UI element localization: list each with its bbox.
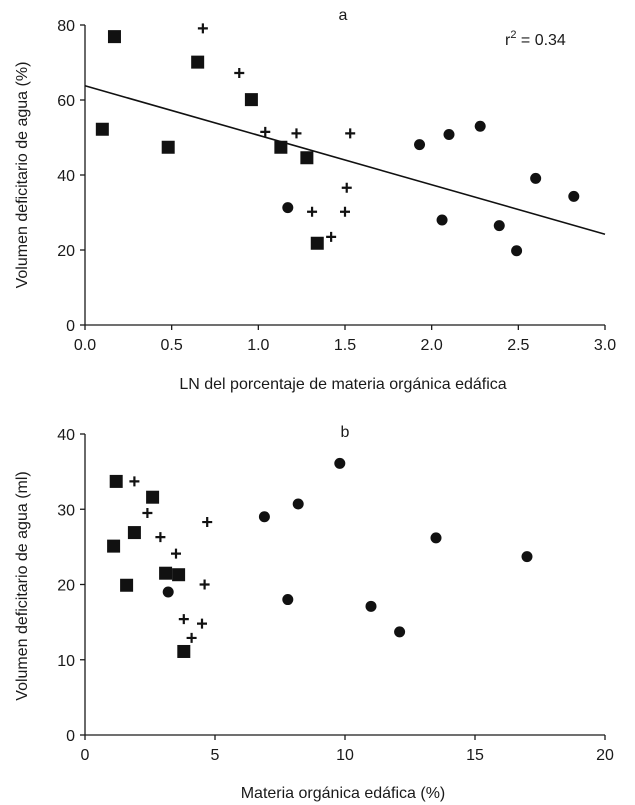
data-point-plus: [341, 182, 352, 193]
y-tick-label-a: 0: [66, 318, 75, 335]
data-point-plus: [178, 614, 189, 625]
x-tick-label-b: 15: [466, 747, 484, 764]
data-point-square: [120, 578, 134, 592]
data-point-plus: [197, 618, 207, 629]
data-point-square: [161, 140, 175, 154]
y-tick-label-a: 40: [57, 168, 75, 185]
y-axis-title-a: Volumen deficitario de agua (%): [14, 62, 31, 289]
r-squared-value: = 0.34: [516, 32, 565, 49]
data-point-circle: [511, 245, 523, 257]
y-tick-label-a: 60: [57, 93, 75, 110]
data-point-circle: [258, 511, 270, 523]
data-point-circle: [394, 626, 406, 638]
data-point-circle: [436, 214, 448, 226]
data-point-circle: [530, 172, 542, 184]
data-point-square: [146, 490, 160, 504]
data-point-plus: [326, 231, 337, 242]
data-point-square: [310, 236, 324, 250]
data-point-plus: [234, 68, 245, 78]
data-point-circle: [365, 600, 377, 612]
data-point-square: [109, 474, 123, 488]
data-point-square: [244, 93, 258, 107]
data-point-plus: [171, 548, 181, 559]
x-tick-label-b: 20: [596, 747, 614, 764]
r-squared-annotation: r2 = 0.34: [505, 29, 566, 49]
data-point-plus: [186, 632, 197, 643]
data-point-plus: [142, 508, 153, 519]
x-tick-label-a: 1.0: [247, 337, 269, 354]
r-squared-base: r: [505, 32, 511, 49]
data-point-square: [159, 566, 173, 580]
data-point-circle: [292, 498, 304, 510]
data-point-square: [107, 30, 121, 44]
x-tick-label-b: 0: [81, 747, 90, 764]
x-tick-label-b: 10: [336, 747, 354, 764]
x-tick-label-a: 2.0: [421, 337, 443, 354]
data-point-square: [177, 644, 191, 658]
panel-label-a: a: [339, 7, 348, 24]
data-point-plus: [291, 128, 302, 139]
y-tick-label-b: 20: [57, 578, 75, 595]
data-point-plus: [345, 128, 356, 139]
y-tick-label-a: 20: [57, 243, 75, 260]
x-tick-label-a: 0.5: [161, 337, 183, 354]
data-point-square: [95, 122, 109, 136]
y-tick-label-b: 0: [66, 728, 75, 745]
data-point-circle: [474, 120, 486, 132]
data-point-square: [300, 151, 314, 165]
panel-label-b: b: [341, 424, 350, 441]
data-point-plus: [340, 206, 350, 217]
data-point-plus: [197, 23, 208, 34]
chart-panel-b: b Materia orgánica edáfica (%) Volumen d…: [14, 424, 614, 802]
data-point-plus: [155, 532, 166, 543]
data-point-circle: [521, 551, 533, 563]
y-tick-label-b: 10: [57, 653, 75, 670]
x-tick-label-a: 3.0: [594, 337, 616, 354]
data-point-circle: [430, 532, 442, 544]
y-axis-title-b: Volumen deficitario de agua (ml): [14, 471, 31, 700]
data-point-circle: [334, 457, 346, 469]
x-tick-label-b: 5: [211, 747, 220, 764]
chart-panel-a: a r2 = 0.34 LN del porcentaje de materia…: [14, 7, 616, 393]
data-point-square: [191, 55, 205, 69]
data-point-square: [107, 539, 121, 553]
x-tick-label-a: 0.0: [74, 337, 96, 354]
data-point-square: [127, 526, 141, 540]
data-point-circle: [493, 220, 505, 232]
y-tick-label-b: 40: [57, 427, 75, 444]
data-point-circle: [282, 202, 294, 214]
y-tick-label-a: 80: [57, 18, 75, 35]
data-point-plus: [260, 126, 271, 137]
regression-line: [84, 84, 606, 236]
data-point-square: [172, 568, 186, 582]
data-point-plus: [129, 476, 140, 487]
r-squared-superscript: 2: [510, 29, 516, 41]
data-point-plus: [199, 579, 210, 590]
x-tick-label-a: 1.5: [334, 337, 356, 354]
data-point-plus: [202, 517, 213, 528]
data-point-circle: [443, 129, 455, 140]
x-axis-title-b: Materia orgánica edáfica (%): [241, 785, 446, 802]
data-point-circle: [568, 190, 580, 202]
x-axis-title-a: LN del porcentaje de materia orgánica ed…: [179, 376, 506, 393]
x-tick-label-a: 2.5: [507, 337, 529, 354]
data-point-circle: [162, 586, 174, 598]
data-point-circle: [414, 139, 426, 151]
y-tick-label-b: 30: [57, 502, 75, 519]
data-point-square: [274, 140, 288, 154]
data-point-circle: [282, 594, 294, 606]
data-point-plus: [307, 206, 318, 217]
